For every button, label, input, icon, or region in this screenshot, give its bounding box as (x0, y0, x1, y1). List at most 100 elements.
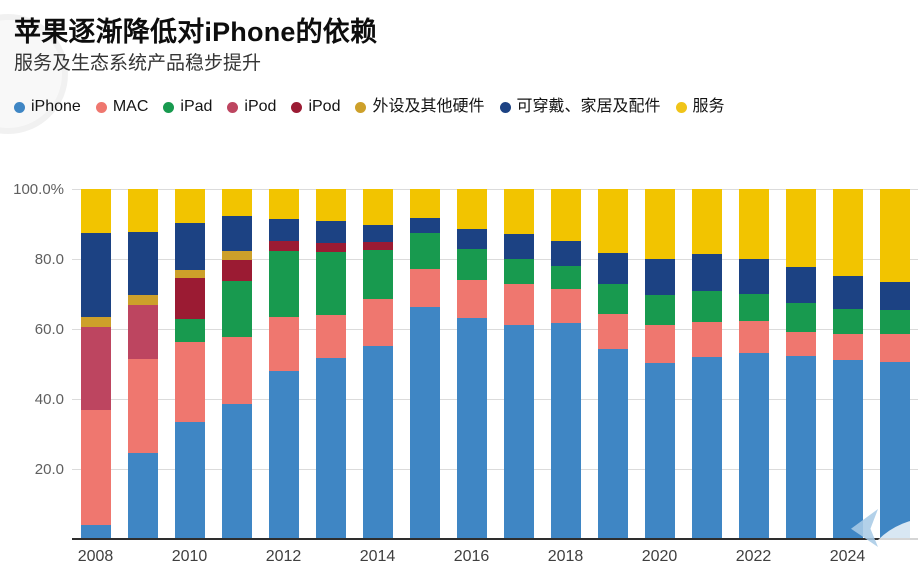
bar-segment-iPad (738, 294, 769, 321)
bar-column-2025 (871, 189, 918, 539)
legend-label: MAC (112, 98, 149, 115)
stacked-bar-2014 (362, 189, 393, 539)
bar-column-2016: 2016 (448, 189, 495, 565)
bar-segment-iPad (832, 309, 863, 334)
x-tick-label-2020: 2020 (641, 548, 678, 565)
stacked-bar-2019 (597, 189, 628, 539)
y-tick-label: 20.0 (34, 461, 64, 478)
bar-segment-服务 (832, 189, 863, 277)
bar-segment-iPad (221, 281, 252, 338)
stacked-bar-2016 (456, 189, 487, 539)
bar-segment-外设及其他硬件 (127, 295, 158, 306)
stacked-bar-2023 (785, 189, 816, 539)
bar-column-2023 (777, 189, 824, 539)
plot-area: 2008 2010 2012 2014 2016 2018 2020 2022 2024 (72, 189, 918, 565)
stacked-bar-2017 (503, 189, 534, 539)
bar-segment-服务 (597, 189, 628, 254)
legend-dot-icon (499, 101, 511, 113)
stacked-bar-2015 (409, 189, 440, 539)
bar-segment-服务 (503, 189, 534, 235)
bar-segment-可穿戴、家居及配件 (597, 253, 628, 284)
bar-segment-可穿戴、家居及配件 (832, 276, 863, 310)
bar-segment-可穿戴、家居及配件 (221, 215, 252, 251)
bar-segment-iPod (315, 242, 346, 253)
bar-segment-iPhone (80, 525, 111, 539)
stacked-bar-2021 (691, 189, 722, 539)
bar-column-2011 (213, 189, 260, 539)
bar-segment-服务 (174, 189, 205, 224)
gridline (72, 259, 918, 260)
x-tick-label-2010: 2010 (171, 548, 208, 565)
bar-segment-MAC (550, 289, 581, 324)
legend-item-服务-7: 服务 (675, 97, 725, 117)
x-tick-label-2024: 2024 (829, 548, 866, 565)
bar-column-2020: 2020 (636, 189, 683, 565)
bar-segment-可穿戴、家居及配件 (550, 241, 581, 267)
bar-segment-服务 (362, 189, 393, 226)
bar-segment-服务 (409, 189, 440, 219)
gridline (72, 329, 918, 330)
bar-segment-MAC (691, 322, 722, 357)
y-tick-label: 60.0 (34, 321, 64, 338)
bar-segment-MAC (409, 269, 440, 307)
stacked-bar-2009 (127, 189, 158, 539)
bar-segment-服务 (785, 189, 816, 268)
bar-segment-MAC (268, 317, 299, 371)
gridline (72, 399, 918, 400)
bar-segment-iPhone (268, 371, 299, 539)
stacked-bar-2022 (738, 189, 769, 539)
bar-segment-iPad (550, 266, 581, 290)
stacked-bar-2024 (832, 189, 863, 539)
bar-segment-iPad (879, 310, 910, 334)
stacked-bar-2012 (268, 189, 299, 539)
bar-segment-MAC (644, 325, 675, 363)
bar-segment-服务 (127, 189, 158, 233)
bar-segment-可穿戴、家居及配件 (409, 218, 440, 234)
legend-label: iPod (244, 98, 277, 115)
legend-item-可穿戴、家居及配件-6: 可穿戴、家居及配件 (499, 97, 661, 117)
x-tick-label-2016: 2016 (453, 548, 490, 565)
stacked-bar-2008 (80, 189, 111, 539)
gridline (72, 469, 918, 470)
legend-item-MAC-1: MAC (95, 97, 149, 117)
legend-item-iPad-2: iPad (163, 97, 212, 117)
stacked-bar-2025 (879, 189, 910, 539)
bar-segment-iPhone (597, 348, 628, 539)
bar-segment-iPhone (691, 357, 722, 539)
bar-segment-iPhone (456, 318, 487, 539)
bar-segment-MAC (174, 341, 205, 423)
bar-segment-服务 (221, 189, 252, 216)
bar-segment-iPod (362, 242, 393, 250)
bar-column-2009 (119, 189, 166, 539)
legend-label: 服务 (692, 98, 725, 115)
bar-segment-MAC (127, 359, 158, 454)
legend-dot-icon (291, 101, 303, 113)
bar-segment-MAC (597, 313, 628, 349)
bar-segment-可穿戴、家居及配件 (456, 228, 487, 249)
page-subtitle: 服务及生态系统产品稳步提升 (14, 53, 262, 74)
legend-label: iPod (308, 98, 341, 115)
bar-segment-外设及其他硬件 (80, 316, 111, 328)
bar-segment-iPhone (832, 360, 863, 539)
bar-segment-MAC (362, 298, 393, 347)
bar-column-2024: 2024 (824, 189, 871, 565)
stacked-bar-2010 (174, 189, 205, 539)
bar-segment-MAC (738, 320, 769, 354)
bar-segment-外设及其他硬件 (174, 269, 205, 279)
bar-column-2021 (683, 189, 730, 539)
stacked-bar-2020 (644, 189, 675, 539)
legend-label: 可穿戴、家居及配件 (516, 98, 661, 115)
legend-item-外设及其他硬件-5: 外设及其他硬件 (355, 97, 485, 117)
bar-segment-iPad (691, 290, 722, 322)
bar-segment-iPhone (503, 325, 534, 539)
x-tick-label-2018: 2018 (547, 548, 584, 565)
x-axis-line (72, 538, 918, 540)
bar-segment-iPad (268, 250, 299, 318)
bar-segment-iPod (80, 327, 111, 410)
bar-segment-MAC (879, 333, 910, 362)
bar-segment-iPhone (879, 361, 910, 539)
bar-segment-iPad (362, 249, 393, 299)
bar-segment-服务 (691, 189, 722, 255)
